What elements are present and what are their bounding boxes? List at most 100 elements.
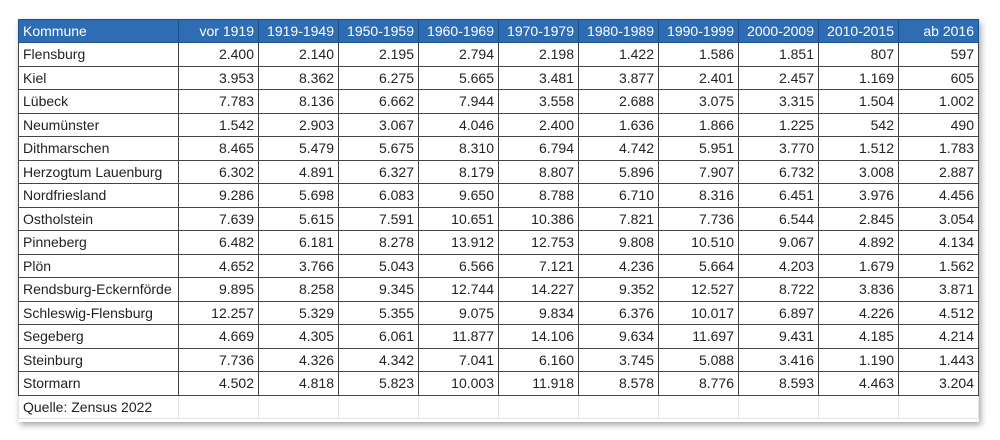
value-cell[interactable]: 3.315 [738,89,819,114]
value-cell[interactable]: 5.615 [258,206,339,231]
value-cell[interactable]: 1.443 [898,347,979,372]
value-cell[interactable]: 1.562 [898,253,979,278]
value-cell[interactable]: 10.017 [658,300,739,325]
value-cell[interactable]: 7.041 [418,347,499,372]
kommune-cell[interactable]: Steinburg [18,347,179,372]
value-cell[interactable]: 2.400 [178,42,259,67]
value-cell[interactable]: 4.891 [258,159,339,184]
value-cell[interactable]: 8.578 [578,371,659,396]
value-cell[interactable]: 5.698 [258,183,339,208]
value-cell[interactable]: 7.783 [178,89,259,114]
value-cell[interactable]: 9.431 [738,324,819,349]
value-cell[interactable]: 6.482 [178,230,259,255]
kommune-cell[interactable]: Stormarn [18,371,179,396]
empty-cell[interactable] [578,394,659,419]
value-cell[interactable]: 11.697 [658,324,739,349]
value-cell[interactable]: 6.061 [338,324,419,349]
value-cell[interactable]: 14.227 [498,277,579,302]
value-cell[interactable]: 8.316 [658,183,739,208]
value-cell[interactable]: 8.807 [498,159,579,184]
value-cell[interactable]: 3.067 [338,112,419,137]
value-cell[interactable]: 9.352 [578,277,659,302]
value-cell[interactable]: 4.502 [178,371,259,396]
value-cell[interactable]: 1.866 [658,112,739,137]
value-cell[interactable]: 6.160 [498,347,579,372]
value-cell[interactable]: 3.481 [498,65,579,90]
value-cell[interactable]: 5.675 [338,136,419,161]
value-cell[interactable]: 8.136 [258,89,339,114]
value-cell[interactable]: 3.770 [738,136,819,161]
value-cell[interactable]: 2.140 [258,42,339,67]
value-cell[interactable]: 3.054 [898,206,979,231]
value-cell[interactable]: 3.836 [818,277,899,302]
kommune-cell[interactable]: Schleswig-Flensburg [18,300,179,325]
value-cell[interactable]: 3.008 [818,159,899,184]
value-cell[interactable]: 10.003 [418,371,499,396]
value-cell[interactable]: 1.783 [898,136,979,161]
empty-cell[interactable] [658,394,739,419]
value-cell[interactable]: 6.275 [338,65,419,90]
value-cell[interactable]: 9.075 [418,300,499,325]
value-cell[interactable]: 6.327 [338,159,419,184]
column-header[interactable]: ab 2016 [898,19,979,43]
empty-cell[interactable] [818,394,899,419]
value-cell[interactable]: 4.892 [818,230,899,255]
value-cell[interactable]: 6.083 [338,183,419,208]
kommune-cell[interactable]: Kiel [18,65,179,90]
value-cell[interactable]: 8.465 [178,136,259,161]
value-cell[interactable]: 6.181 [258,230,339,255]
value-cell[interactable]: 4.214 [898,324,979,349]
value-cell[interactable]: 13.912 [418,230,499,255]
kommune-cell[interactable]: Ostholstein [18,206,179,231]
value-cell[interactable]: 3.953 [178,65,259,90]
value-cell[interactable]: 10.510 [658,230,739,255]
value-cell[interactable]: 6.662 [338,89,419,114]
value-cell[interactable]: 6.794 [498,136,579,161]
value-cell[interactable]: 542 [818,112,899,137]
value-cell[interactable]: 6.897 [738,300,819,325]
value-cell[interactable]: 2.401 [658,65,739,90]
value-cell[interactable]: 10.651 [418,206,499,231]
value-cell[interactable]: 8.776 [658,371,739,396]
value-cell[interactable]: 597 [898,42,979,67]
kommune-cell[interactable]: Pinneberg [18,230,179,255]
value-cell[interactable]: 1.586 [658,42,739,67]
value-cell[interactable]: 8.310 [418,136,499,161]
empty-cell[interactable] [258,394,339,419]
column-header[interactable]: 1960-1969 [418,19,499,43]
value-cell[interactable]: 5.665 [418,65,499,90]
value-cell[interactable]: 2.688 [578,89,659,114]
value-cell[interactable]: 8.788 [498,183,579,208]
kommune-cell[interactable]: Flensburg [18,42,179,67]
value-cell[interactable]: 2.903 [258,112,339,137]
value-cell[interactable]: 3.877 [578,65,659,90]
column-header[interactable]: 1990-1999 [658,19,739,43]
value-cell[interactable]: 7.907 [658,159,739,184]
value-cell[interactable]: 8.362 [258,65,339,90]
value-cell[interactable]: 9.286 [178,183,259,208]
value-cell[interactable]: 3.871 [898,277,979,302]
value-cell[interactable]: 5.479 [258,136,339,161]
value-cell[interactable]: 7.944 [418,89,499,114]
value-cell[interactable]: 1.002 [898,89,979,114]
value-cell[interactable]: 4.326 [258,347,339,372]
value-cell[interactable]: 1.225 [738,112,819,137]
value-cell[interactable]: 5.896 [578,159,659,184]
value-cell[interactable]: 7.736 [178,347,259,372]
column-header[interactable]: 1919-1949 [258,19,339,43]
empty-cell[interactable] [738,394,819,419]
value-cell[interactable]: 9.834 [498,300,579,325]
value-cell[interactable]: 2.198 [498,42,579,67]
value-cell[interactable]: 1.169 [818,65,899,90]
kommune-cell[interactable]: Nordfriesland [18,183,179,208]
value-cell[interactable]: 9.634 [578,324,659,349]
value-cell[interactable]: 6.451 [738,183,819,208]
value-cell[interactable]: 4.046 [418,112,499,137]
kommune-cell[interactable]: Rendsburg-Eckernförde [18,277,179,302]
value-cell[interactable]: 7.736 [658,206,739,231]
value-cell[interactable]: 7.821 [578,206,659,231]
value-cell[interactable]: 14.106 [498,324,579,349]
value-cell[interactable]: 1.504 [818,89,899,114]
empty-cell[interactable] [418,394,499,419]
value-cell[interactable]: 8.179 [418,159,499,184]
